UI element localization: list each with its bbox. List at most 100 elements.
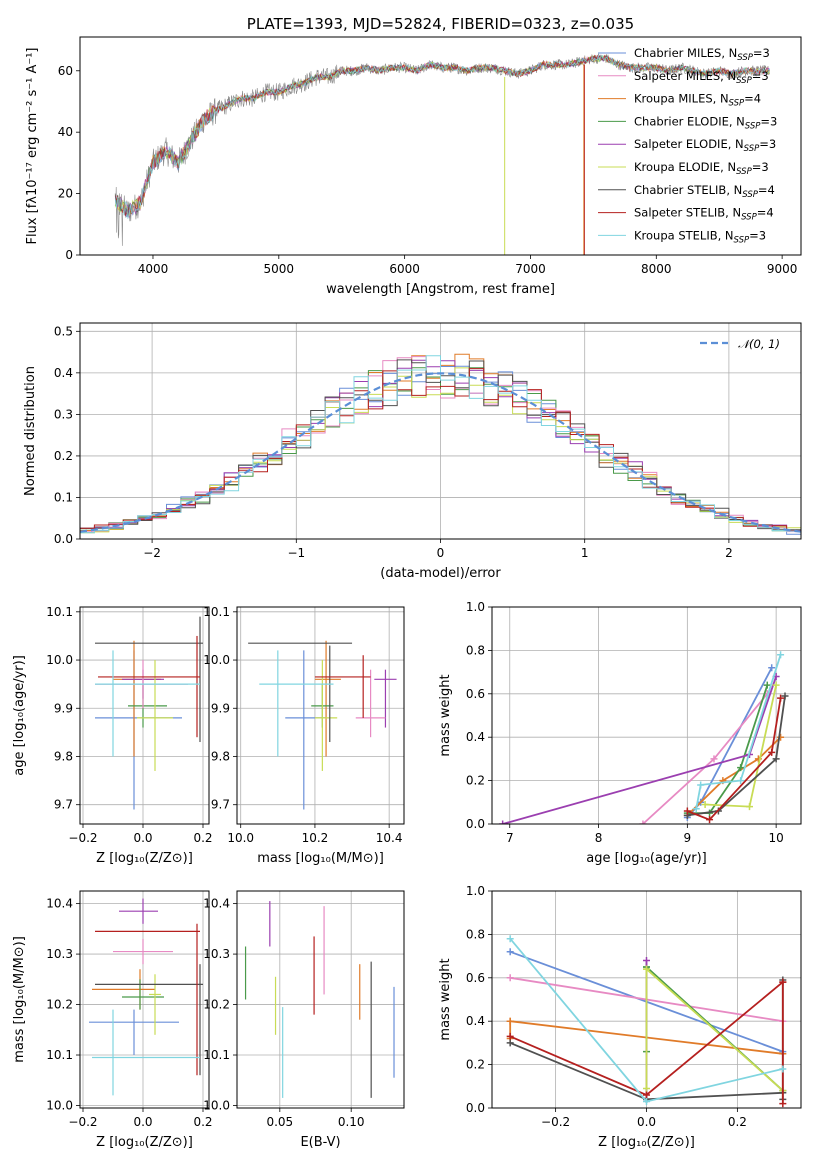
data-point-marker	[506, 974, 514, 982]
x-tick-label: −0.2	[68, 1115, 97, 1129]
legend-entry-sub: SSP	[729, 99, 745, 109]
x-tick-label: 0.05	[266, 1115, 293, 1129]
y-tick-label: 10.0	[203, 1098, 230, 1112]
y-tick-label: 0.8	[466, 927, 485, 941]
y-axis-label: mass weight	[438, 674, 453, 756]
residual-histogram	[80, 368, 801, 532]
y-tick-label: 0	[65, 248, 73, 262]
legend-entry-sub: SSP	[736, 167, 752, 177]
plot-area-age-vs-Z	[95, 616, 203, 810]
y-tick-label: 10.3	[203, 947, 230, 961]
plot-area-weight-vs-age	[499, 651, 789, 824]
y-tick-label: 10.0	[46, 1098, 73, 1112]
y-tick-label: 0.0	[466, 817, 485, 831]
weight-series-line	[686, 667, 773, 819]
y-tick-label: 0.3	[54, 407, 73, 421]
data-point-marker	[692, 805, 700, 813]
y-axis-label: mass weight	[438, 958, 453, 1040]
legend-entry-name: Salpeter ELODIE, N	[634, 137, 744, 151]
plot-area-mass-vs-Z	[89, 898, 203, 1096]
residual-histogram	[80, 356, 801, 533]
legend-entry-count: =3	[759, 137, 776, 151]
chart-age-vs-mass: 10.0 10.2 10.4 9.7 9.8 9.9 10.0 10.1 mass [log₁₀…	[203, 605, 405, 866]
legend-entry: Chabrier MILES, NSSP=3	[634, 46, 770, 63]
axes-frame	[491, 606, 802, 825]
x-tick-label: 10.2	[302, 831, 329, 845]
x-tick-label: −0.2	[541, 1115, 570, 1129]
data-point-marker	[777, 651, 785, 659]
data-point-marker	[506, 1039, 514, 1047]
data-point-marker	[779, 1100, 787, 1108]
x-tick-label: 8	[595, 831, 603, 845]
y-tick-label: 1.0	[466, 884, 485, 898]
y-axis-label: Normed distribution	[23, 366, 38, 496]
legend-entry-sub: SSP	[734, 235, 750, 245]
x-tick-label: 10	[768, 831, 783, 845]
y-tick-label: 0.1	[54, 490, 73, 504]
data-point-marker	[777, 733, 785, 741]
x-tick-label: −0.2	[68, 831, 97, 845]
legend-entry-sub: SSP	[737, 53, 753, 63]
data-point-marker	[772, 755, 780, 763]
y-tick-label: 10.1	[203, 1048, 230, 1062]
y-tick-label: 0.4	[54, 366, 73, 380]
legend-entry-count: =3	[753, 46, 770, 60]
axes-frame	[79, 890, 210, 1109]
y-tick-label: 40	[58, 125, 73, 139]
chart-spectrum: 4000 5000 6000 7000 8000 9000 0 20 40 60 wavelengt…	[25, 15, 802, 297]
legend-entry: 𝒩(0, 1)	[738, 337, 780, 351]
legend-entry: Chabrier STELIB, NSSP=4	[634, 183, 775, 200]
y-axis-label: mass [log₁₀(M/M⊙)]	[12, 936, 27, 1063]
legend-entry-sub: SSP	[742, 190, 758, 200]
legend-entry: Kroupa STELIB, NSSP=3	[634, 228, 766, 245]
y-tick-label: 9.9	[211, 701, 230, 715]
legend-entry: Salpeter STELIB, NSSP=4	[634, 206, 774, 223]
chart-weight-vs-age: 7 8 9 10 0.0 0.2 0.4 0.6 0.8 1.0 age [log₁₀(age/yr…	[438, 600, 802, 866]
x-axis-label: Z [log₁₀(Z/Z⊙)]	[96, 851, 193, 866]
axes-frame	[79, 36, 802, 256]
y-tick-label: 10.4	[46, 897, 73, 911]
legend-entry-name: Chabrier ELODIE, N	[634, 114, 745, 128]
y-tick-label: 9.9	[54, 701, 73, 715]
y-tick-label: 0.2	[466, 1058, 485, 1072]
data-point-marker	[777, 694, 785, 702]
x-tick-label: 0.0	[133, 1115, 152, 1129]
y-tick-label: 0.6	[466, 687, 485, 701]
x-tick-label: 7	[506, 831, 514, 845]
y-tick-label: 20	[58, 187, 73, 201]
y-tick-label: 10.3	[46, 947, 73, 961]
y-tick-label: 10.2	[203, 998, 230, 1012]
legend-entry-count: =4	[758, 183, 775, 197]
spectrum-legend: Chabrier MILES, NSSP=3 Salpeter MILES, NS…	[598, 46, 777, 245]
x-tick-label: 10.0	[227, 831, 254, 845]
y-tick-label: 1.0	[466, 600, 485, 614]
legend-entry-name: Kroupa STELIB, N	[634, 228, 734, 242]
chart-weight-vs-Z: −0.2 0.0 0.2 0.0 0.2 0.4 0.6 0.8 1.0 Z [log₁₀(Z/Z…	[438, 884, 802, 1150]
data-point-marker	[763, 681, 771, 689]
weight-series-line	[687, 695, 786, 817]
data-point-marker	[737, 777, 745, 785]
data-point-marker	[506, 948, 514, 956]
x-tick-label: 6000	[389, 262, 420, 276]
y-tick-label: 10.1	[203, 605, 230, 619]
y-tick-label: 9.8	[211, 749, 230, 763]
legend-entry-name: Kroupa ELODIE, N	[634, 160, 736, 174]
data-point-marker	[643, 1084, 650, 1092]
legend-entry-sub: SSP	[736, 76, 752, 86]
data-point-marker	[506, 1017, 514, 1025]
y-tick-label: 10.4	[203, 897, 230, 911]
x-axis-label: Z [log₁₀(Z/Z⊙)]	[598, 1135, 695, 1150]
plot-area-spectrum	[114, 53, 770, 255]
data-point-marker	[643, 1091, 650, 1099]
legend-entry: Kroupa MILES, NSSP=4	[634, 92, 761, 109]
y-tick-label: 9.7	[54, 798, 73, 812]
y-tick-label: 60	[58, 64, 73, 78]
legend-entry: Salpeter MILES, NSSP=3	[634, 69, 769, 86]
x-axis-label: mass [log₁₀(M/M⊙)]	[257, 851, 384, 866]
legend-entry-count: =3	[760, 114, 777, 128]
data-point-marker	[639, 820, 647, 824]
y-tick-label: 0.8	[466, 643, 485, 657]
y-tick-label: 0.6	[466, 971, 485, 985]
chart-age-vs-Z: −0.2 0.0 0.2 9.7 9.8 9.9 10.0 10.1 Z [log₁₀(Z/Z⊙…	[12, 605, 213, 866]
x-axis-label: (data-model)/error	[380, 566, 501, 581]
